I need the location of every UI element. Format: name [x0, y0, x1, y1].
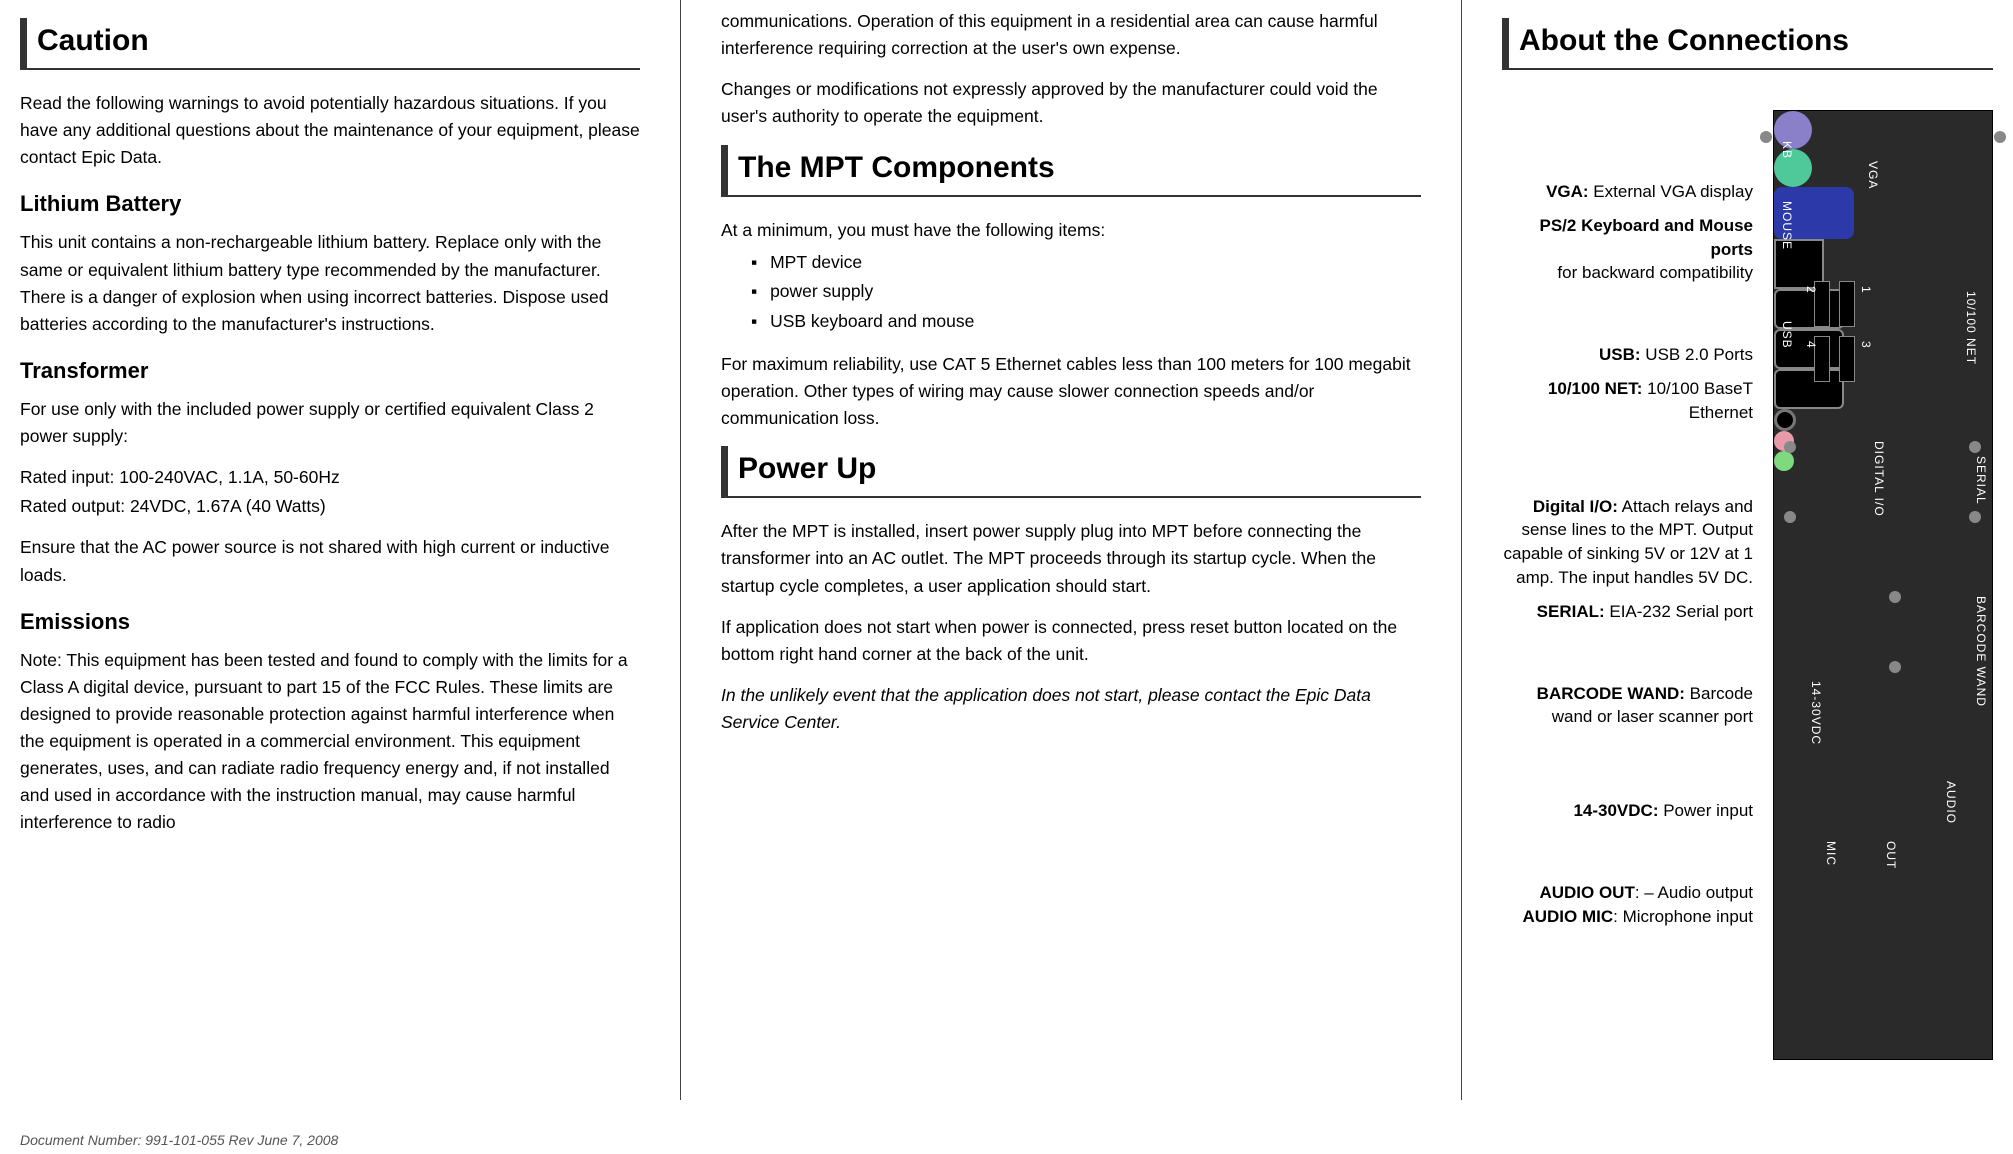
panel-text-mouse: MOUSE: [1780, 201, 1794, 250]
panel-text-barcode: BARCODE WAND: [1974, 596, 1988, 707]
panel-text-vga: VGA: [1866, 161, 1880, 189]
panel-text-serial: SERIAL: [1974, 456, 1988, 505]
components-intro: At a minimum, you must have the followin…: [721, 217, 1421, 244]
panel-text-3: 3: [1859, 341, 1873, 349]
caution-heading: Caution: [20, 18, 640, 70]
panel-text-dio: DIGITAL I/O: [1872, 441, 1886, 517]
panel-text-vdc: 14-30VDC: [1809, 681, 1823, 745]
emissions-heading: Emissions: [20, 609, 640, 635]
powerup-body1: After the MPT is installed, insert power…: [721, 518, 1421, 599]
label-dio: Digital I/O: Attach relays and sense lin…: [1502, 495, 1753, 590]
list-item: USB keyboard and mouse: [751, 307, 1421, 337]
column-caution: Caution Read the following warnings to a…: [20, 0, 640, 1100]
usb-port-icon: [1839, 336, 1855, 382]
screw-icon: [1784, 511, 1796, 523]
connection-labels: VGA: External VGA display PS/2 Keyboard …: [1502, 110, 1773, 939]
transformer-body1: For use only with the included power sup…: [20, 396, 640, 450]
column-divider-2: [1461, 0, 1462, 1100]
screw-icon: [1889, 591, 1901, 603]
powerup-heading: Power Up: [721, 446, 1421, 498]
screw-icon: [1889, 661, 1901, 673]
panel-text-2: 2: [1804, 286, 1818, 294]
caution-intro: Read the following warnings to avoid pot…: [20, 90, 640, 171]
panel-text-usb: USB: [1780, 321, 1794, 349]
device-back-panel: KB MOUSE VGA USB 2 1 4 3 10/100 NET: [1773, 110, 1993, 1060]
label-ps2: PS/2 Keyboard and Mouse portsfor backwar…: [1502, 214, 1753, 285]
emissions-cont1: communications. Operation of this equipm…: [721, 8, 1421, 62]
powerup-body2: If application does not start when power…: [721, 614, 1421, 668]
label-barcode: BARCODE WAND: Barcode wand or laser scan…: [1502, 682, 1753, 730]
transformer-heading: Transformer: [20, 358, 640, 384]
rated-input: Rated input: 100-240VAC, 1.1A, 50-60Hz: [20, 464, 640, 491]
about-heading: About the Connections: [1502, 18, 1993, 70]
panel-text-4: 4: [1804, 341, 1818, 349]
components-heading: The MPT Components: [721, 145, 1421, 197]
dc-power-jack-icon: [1774, 409, 1796, 431]
rated-output: Rated output: 24VDC, 1.67A (40 Watts): [20, 493, 640, 520]
column-divider-1: [680, 0, 681, 1100]
panel-text-net: 10/100 NET: [1964, 291, 1978, 365]
label-usb: USB: USB 2.0 Ports: [1502, 343, 1753, 367]
panel-text-1: 1: [1859, 286, 1873, 294]
components-list: MPT device power supply USB keyboard and…: [751, 248, 1421, 337]
powerup-italic: In the unlikely event that the applicati…: [721, 682, 1421, 736]
usb-port-icon: [1839, 281, 1855, 327]
panel-text-out: OUT: [1884, 841, 1898, 869]
panel-text-mic: MIC: [1824, 841, 1838, 866]
barcode-port-icon: [1774, 369, 1844, 409]
lithium-heading: Lithium Battery: [20, 191, 640, 217]
components-note: For maximum reliability, use CAT 5 Ether…: [721, 351, 1421, 432]
list-item: power supply: [751, 277, 1421, 307]
screw-icon: [1969, 441, 1981, 453]
column-connections: About the Connections VGA: External VGA …: [1502, 0, 1993, 1100]
screw-icon: [1969, 511, 1981, 523]
label-vga: VGA: External VGA display: [1502, 180, 1753, 204]
label-audio-mic: AUDIO MIC: Microphone input: [1502, 905, 1753, 929]
label-vdc: 14-30VDC: Power input: [1502, 799, 1753, 823]
label-serial: SERIAL: EIA-232 Serial port: [1502, 600, 1753, 624]
list-item: MPT device: [751, 248, 1421, 278]
panel-text-audio: AUDIO: [1944, 781, 1958, 824]
label-net: 10/100 NET: 10/100 BaseT Ethernet: [1502, 377, 1753, 425]
label-audio-out: AUDIO OUT: – Audio output: [1502, 881, 1753, 905]
document-footer: Document Number: 991-101-055 Rev June 7,…: [20, 1132, 338, 1148]
emissions-body: Note: This equipment has been tested and…: [20, 647, 640, 837]
screw-icon: [1784, 441, 1796, 453]
column-components: communications. Operation of this equipm…: [721, 0, 1421, 1100]
lithium-body: This unit contains a non-rechargeable li…: [20, 229, 640, 338]
audio-out-jack-icon: [1774, 451, 1794, 471]
transformer-body2: Ensure that the AC power source is not s…: [20, 534, 640, 588]
panel-text-kb: KB: [1780, 141, 1794, 159]
emissions-cont2: Changes or modifications not expressly a…: [721, 76, 1421, 130]
